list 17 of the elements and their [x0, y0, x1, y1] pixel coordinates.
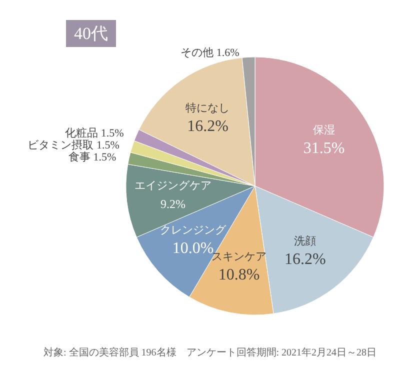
data-label: 16.2% [187, 118, 228, 135]
slice-label: 特になし [186, 102, 230, 114]
data-label: 9.2% [160, 196, 186, 211]
data-label: 10.0% [172, 240, 214, 258]
text: 対象: 全国の美容部員 196名様 アンケート回答期間: 2021年2月24日～28日 [43, 346, 377, 358]
slice-label: エイジングケア [134, 180, 212, 192]
slice-label: 洗顔 [294, 234, 316, 248]
chart-title: 40代 [74, 24, 108, 43]
slice-label: ビタミン摂取 1.5% [28, 139, 120, 152]
data-label: 31.5% [303, 140, 345, 158]
slice-label: その他 1.6% [180, 47, 240, 60]
slice-label: 保湿 [313, 124, 336, 137]
data-label: 16.2% [284, 251, 326, 268]
slice-label: クレンジング [160, 224, 228, 237]
slice-label: 食事 1.5% [68, 150, 116, 164]
data-label: 10.8% [218, 266, 260, 284]
slice-label: 化粧品 1.5% [65, 126, 124, 140]
